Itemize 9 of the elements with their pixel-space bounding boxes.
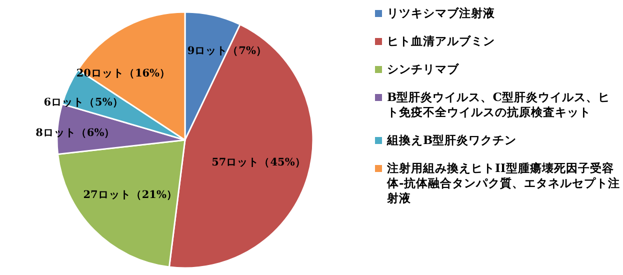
- legend-label: シンチリマブ: [387, 62, 459, 77]
- data-label: 27ロット（21%）: [83, 188, 178, 201]
- legend-label: 注射用組み換えヒトII型腫瘍壊死因子受容体-抗体融合タンパク質、エタネルセプト注射液: [387, 161, 620, 206]
- legend-label: 組換えB型肝炎ワクチン: [387, 133, 517, 148]
- data-label: 57ロット（45%）: [212, 156, 306, 169]
- legend-label: リツキシマブ注射液: [387, 6, 495, 21]
- data-label: 9ロット（7%）: [187, 45, 267, 58]
- legend-label: ヒト血清アルブミン: [387, 34, 495, 49]
- legend-label: B型肝炎ウイルス、C型肝炎ウイルス、ヒト免疫不全ウイルスの抗原検査キット: [387, 90, 611, 120]
